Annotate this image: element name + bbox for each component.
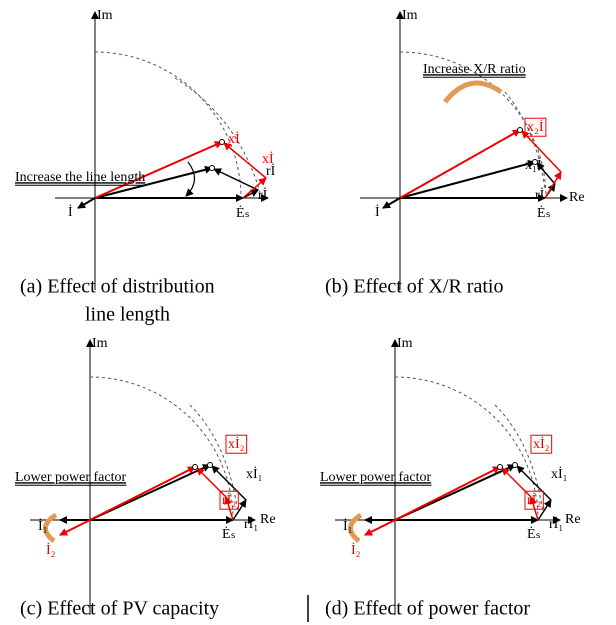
tip [517,127,523,133]
im-label: Im [97,8,113,23]
phasor-drop [224,496,234,521]
vector-label: Ėₛ [537,205,551,221]
vector-label: xİ₂ [533,436,550,452]
phasor [364,519,396,536]
phasor [399,129,521,199]
phasor-drop [521,130,562,173]
vector-label: rİ [266,163,276,179]
phasor-drop [223,142,267,179]
caption: line length [85,304,170,326]
arc [399,51,547,199]
vector-label: xİ [228,131,240,147]
note: Lower power factor [320,470,432,485]
phasor-drop [536,162,556,185]
im-label: Im [92,336,108,351]
panel: Im Re Increase X/R ratio x₂İ x₁İ rİ İ Ėₛ (b) Eff… [325,8,585,297]
arc [494,404,544,514]
phasor [399,159,536,199]
curved-arrow [43,512,58,543]
vector-label: rİ₁ [244,516,258,532]
curved-arrow [443,80,503,104]
re-label: Re [260,512,276,527]
label-box [524,117,547,137]
tip [192,464,198,470]
vector-label: rİ₂ [222,492,236,508]
phasor-drop [196,467,227,498]
tip [532,159,538,165]
vector-label: xİ₂ [228,436,245,452]
phasor-drop [211,465,247,501]
arc [94,51,242,199]
vector-label: xİ₁ [246,466,263,482]
caption: (a) Effect of distribution [20,276,215,298]
vector-label: x₂İ [527,119,544,135]
phasor [89,466,196,521]
im-label: Im [397,336,413,351]
label-box [524,490,544,510]
vector-label: Ėₛ [222,526,236,542]
phasor [382,197,401,209]
label-box [219,490,239,510]
phasor [59,519,91,536]
caption: (b) Effect of X/R ratio [325,276,503,298]
vector-label: İ₂ [46,542,56,558]
vector-label: rİ [535,187,545,203]
curved-arrow [348,512,363,543]
tip [209,165,215,171]
im-label: Im [402,8,418,23]
phasor-drop [537,499,552,521]
tip [219,139,225,145]
caption: (d) Effect of power factor [325,598,530,620]
phasor [94,165,213,199]
vector-label: İ₂ [351,542,361,558]
vector-label: x₁İ [525,157,542,173]
vector-label: rİ [258,187,268,203]
arc [189,404,239,514]
vector-label: rİ₁ [549,516,563,532]
curved-arrow [185,161,196,197]
label-box [530,434,553,454]
vector-label: xİ₁ [551,466,568,482]
phasor-drop [232,499,247,521]
re-label: Re [565,512,581,527]
vector-label: Ėₛ [527,526,541,542]
phasor [94,141,223,199]
phasor [394,466,501,521]
phasor-drop [516,465,552,501]
arc [174,77,261,193]
tip [497,464,503,470]
phasor-drop [213,168,259,191]
phasor-drop [242,177,267,199]
vector-label: rİ₂ [527,492,541,508]
vector-label: İ₁ [343,518,353,534]
vector-label: İ [375,204,380,220]
arc [504,91,546,191]
phasor [77,197,96,209]
vector-label: İ₁ [38,518,48,534]
caption: (c) Effect of PV capacity [20,598,219,620]
tip [207,462,213,468]
arc [89,376,234,521]
phasor-drop [544,171,562,199]
arc [394,376,539,521]
vector-label: xİ [262,151,274,167]
phasor-drop [529,496,539,521]
phasor-drop [501,467,532,498]
tip [512,462,518,468]
vector-label: Ėₛ [236,205,250,221]
note: Lower power factor [15,470,127,485]
vector-label: İ [68,204,73,220]
note: Increase the line length [15,170,145,185]
label-box [225,434,248,454]
note: Increase X/R ratio [423,62,526,77]
re-label: Re [569,190,585,205]
